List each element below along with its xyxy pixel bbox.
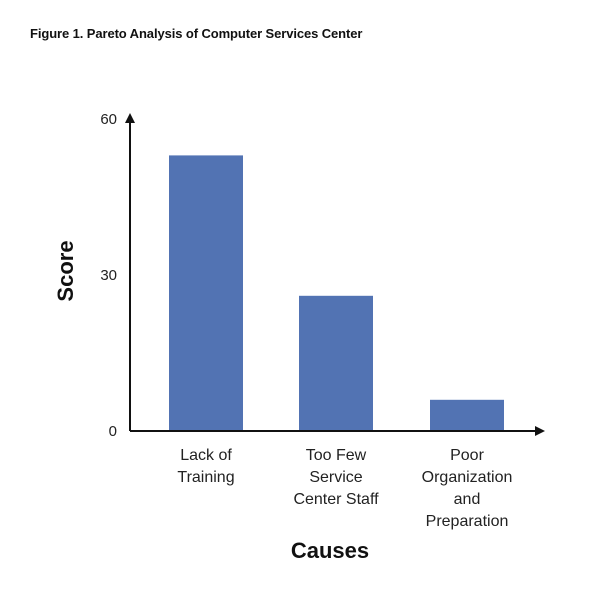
bar-1 bbox=[169, 155, 243, 431]
y-tick-label-60: 60 bbox=[100, 111, 117, 128]
x-category-label-1: Lack of Training bbox=[177, 447, 234, 486]
bar-3 bbox=[430, 399, 504, 431]
y-tick-label-30: 30 bbox=[100, 267, 117, 284]
y-ticks-group: 0 30 60 bbox=[100, 111, 117, 440]
x-category-label-2: Too Few Service Center Staff bbox=[293, 447, 379, 508]
y-tick-label-0: 0 bbox=[109, 423, 117, 440]
x-category-label-3: Poor Organization and Preparation bbox=[422, 447, 513, 530]
x-category-labels-group: Lack of Training Too Few Service Center Staf… bbox=[177, 447, 512, 530]
bars-group bbox=[169, 155, 504, 431]
y-axis-title: Score bbox=[53, 240, 78, 301]
axes-group bbox=[125, 113, 545, 436]
figure-title: Figure 1. Pareto Analysis of Computer Se… bbox=[30, 26, 363, 41]
bar-2 bbox=[299, 295, 373, 431]
x-axis-title: Causes bbox=[291, 538, 369, 563]
